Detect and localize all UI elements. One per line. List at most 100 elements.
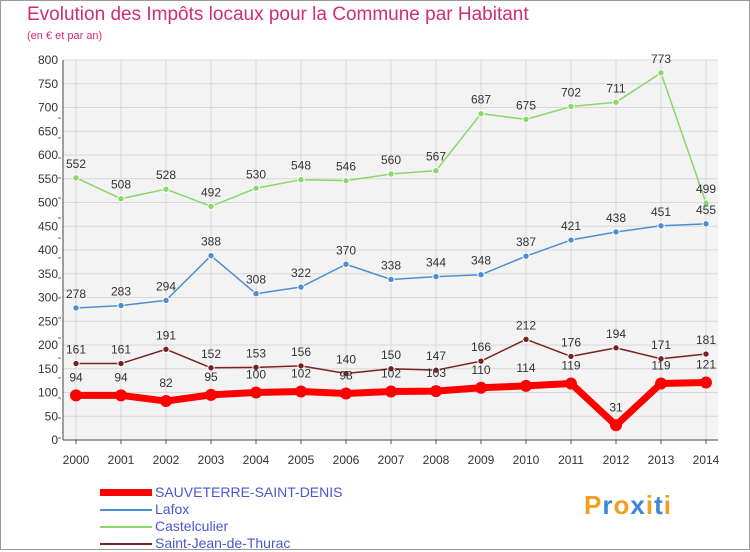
- data-label-1: 344: [426, 256, 446, 270]
- data-point-1: [342, 260, 350, 268]
- x-tick-label: 2001: [108, 453, 135, 467]
- data-label-2: 492: [201, 185, 221, 199]
- y-tick-label: 450: [38, 219, 58, 233]
- data-point-0: [205, 388, 217, 401]
- data-point-1: [567, 236, 575, 244]
- data-point-0: [70, 389, 82, 402]
- chart-subtitle: (en € et par an): [27, 30, 103, 42]
- data-label-2: 773: [651, 52, 671, 66]
- y-tick-label: 0: [51, 433, 58, 447]
- legend-label-sauveterre: SAUVETERRE-SAINT-DENIS: [155, 484, 343, 500]
- data-point-1: [117, 301, 125, 310]
- data-point-3: [207, 364, 215, 372]
- data-label-0: 98: [339, 368, 353, 382]
- data-point-0: [115, 389, 127, 402]
- data-point-2: [522, 115, 530, 124]
- data-point-3: [432, 366, 440, 374]
- logo-letter: i: [645, 490, 655, 520]
- data-point-2: [207, 202, 215, 211]
- data-label-1: 338: [381, 258, 401, 272]
- data-point-3: [477, 357, 485, 365]
- data-label-3: 191: [156, 328, 176, 342]
- data-label-1: 308: [246, 273, 266, 287]
- data-point-2: [702, 199, 710, 207]
- data-label-0: 94: [114, 370, 128, 384]
- data-point-3: [567, 352, 575, 361]
- data-point-0: [655, 377, 667, 390]
- legend-swatch-castelculier: [100, 526, 152, 528]
- data-label-1: 370: [336, 243, 356, 257]
- data-label-2: 528: [156, 168, 176, 182]
- data-label-2: 687: [471, 93, 491, 107]
- y-tick-label: 650: [38, 124, 58, 138]
- logo-letter: o: [613, 490, 631, 520]
- legend-label-lafox: Lafox: [155, 501, 190, 517]
- data-label-0: 31: [609, 400, 623, 414]
- data-point-1: [72, 304, 80, 312]
- x-tick-label: 2002: [153, 453, 180, 467]
- data-label-0: 119: [561, 358, 580, 372]
- data-label-0: 110: [471, 363, 490, 377]
- data-point-2: [657, 69, 665, 77]
- y-tick-label: 700: [38, 101, 58, 115]
- logo-letter: i: [663, 490, 672, 520]
- data-point-3: [387, 365, 395, 373]
- data-point-2: [342, 176, 350, 185]
- data-point-3: [702, 350, 710, 358]
- data-point-0: [520, 379, 532, 392]
- data-label-3: 156: [291, 345, 311, 359]
- data-point-1: [522, 252, 530, 260]
- data-label-0: 103: [426, 366, 446, 380]
- data-point-1: [657, 222, 665, 230]
- logo-letter: t: [654, 490, 664, 520]
- data-label-0: 119: [651, 358, 670, 372]
- data-label-3: 161: [66, 343, 86, 357]
- data-label-1: 283: [111, 285, 131, 299]
- data-point-2: [252, 184, 260, 192]
- data-label-1: 387: [516, 235, 536, 249]
- data-label-3: 176: [561, 335, 581, 349]
- data-label-2: 499: [696, 182, 716, 196]
- x-tick-label: 2000: [63, 453, 90, 467]
- y-tick-label: 750: [38, 77, 58, 91]
- data-point-3: [117, 359, 125, 368]
- x-tick-label: 2003: [198, 453, 225, 467]
- data-label-1: 348: [471, 254, 491, 268]
- y-tick-label: 200: [38, 338, 58, 352]
- data-label-1: 421: [561, 219, 581, 233]
- y-tick-label: 400: [38, 243, 58, 257]
- data-point-1: [432, 272, 440, 281]
- data-label-0: 82: [159, 376, 173, 390]
- y-tick-label: 50: [45, 409, 59, 423]
- data-point-0: [295, 385, 307, 398]
- logo-letter: P: [584, 490, 603, 520]
- data-point-2: [612, 98, 620, 106]
- data-point-2: [297, 176, 305, 184]
- data-point-0: [340, 387, 352, 400]
- x-tick-label: 2010: [513, 453, 540, 467]
- proxiti-logo: Proxiti: [584, 490, 672, 521]
- data-label-1: 278: [66, 287, 86, 301]
- data-point-2: [387, 170, 395, 178]
- x-tick-label: 2005: [288, 453, 315, 467]
- x-tick-label: 2011: [558, 453, 584, 467]
- data-label-3: 152: [201, 347, 221, 361]
- data-label-0: 121: [696, 358, 716, 372]
- data-label-2: 675: [516, 98, 536, 112]
- data-point-0: [250, 386, 262, 399]
- data-label-0: 95: [204, 370, 218, 384]
- data-label-1: 451: [651, 205, 671, 219]
- data-label-2: 508: [111, 178, 131, 192]
- data-point-1: [207, 252, 215, 260]
- y-tick-label: 600: [38, 148, 58, 162]
- data-point-0: [430, 385, 442, 398]
- data-point-0: [610, 419, 622, 432]
- data-label-0: 94: [69, 370, 83, 384]
- x-tick-label: 2009: [468, 453, 495, 467]
- data-label-3: 212: [516, 318, 536, 332]
- logo-letter: r: [602, 490, 614, 520]
- data-point-3: [342, 369, 350, 378]
- data-label-2: 552: [66, 157, 86, 171]
- y-tick-label: 800: [38, 53, 58, 67]
